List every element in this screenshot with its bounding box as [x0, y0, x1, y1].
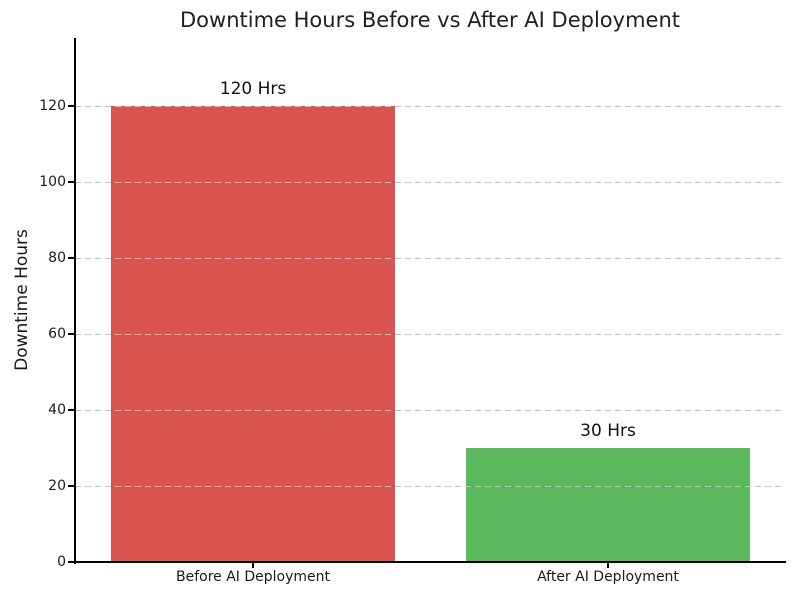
y-tick-mark [68, 561, 75, 563]
y-tick-label: 80 [48, 250, 66, 266]
x-tick-mark [252, 562, 254, 568]
x-tick-label: Before AI Deployment [175, 569, 330, 585]
y-tick-label: 60 [48, 326, 66, 342]
bar-after [466, 448, 750, 562]
bar-value-label: 30 Hrs [580, 421, 636, 441]
gridline [75, 182, 785, 183]
gridline [75, 410, 785, 411]
y-tick-label: 100 [39, 174, 66, 190]
y-tick-label: 40 [48, 402, 66, 418]
gridline [75, 106, 785, 107]
chart-title: Downtime Hours Before vs After AI Deploy… [180, 8, 680, 32]
plot-area [75, 38, 785, 562]
y-tick-mark [68, 333, 75, 335]
x-tick-label: After AI Deployment [537, 569, 679, 585]
y-axis-spine [74, 38, 76, 564]
y-tick-label: 120 [39, 98, 66, 114]
y-tick-mark [68, 485, 75, 487]
gridline [75, 486, 785, 487]
y-tick-label: 20 [48, 478, 66, 494]
y-tick-mark [68, 181, 75, 183]
gridline [75, 258, 785, 259]
x-tick-mark [607, 562, 609, 568]
gridline [75, 334, 785, 335]
bar-value-label: 120 Hrs [219, 79, 287, 99]
y-tick-mark [68, 409, 75, 411]
y-tick-mark [68, 257, 75, 259]
x-axis-spine [74, 561, 786, 563]
y-tick-mark [68, 105, 75, 107]
y-tick-label: 0 [57, 554, 66, 570]
